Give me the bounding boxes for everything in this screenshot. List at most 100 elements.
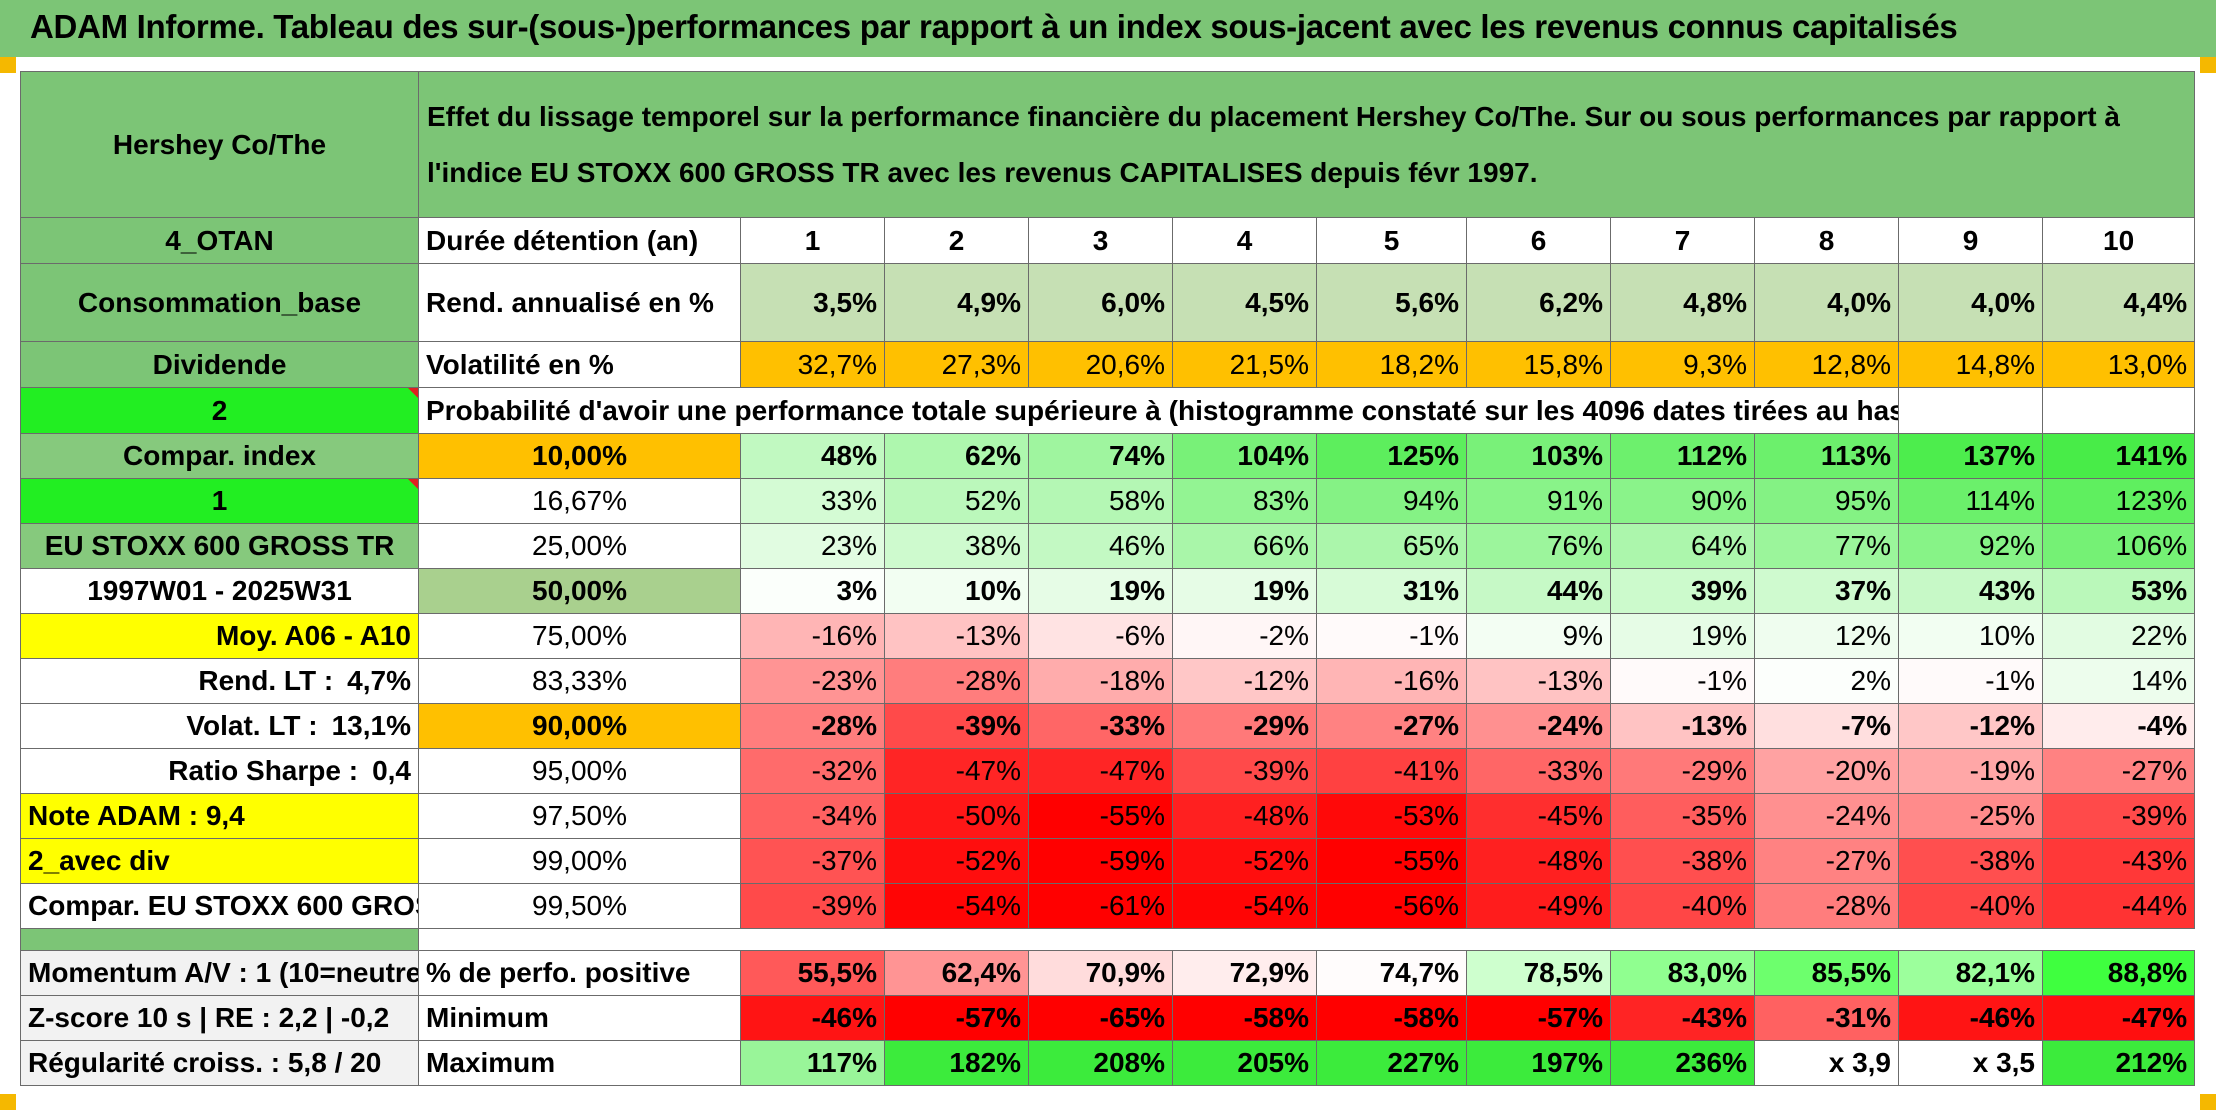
quantile-value: -27% (2041, 748, 2196, 794)
positive-perf-value: 82,1% (1898, 950, 2043, 996)
quantile-value: -29% (1172, 703, 1317, 749)
quantile-value: 53% (2041, 568, 2196, 614)
period-label: 1997W01 - 2025W31 (20, 568, 419, 614)
quantile-value: -12% (1172, 658, 1317, 704)
annual-return-value: 6,0% (1028, 263, 1173, 342)
quantile-value: 58% (1028, 478, 1173, 524)
volatility-value: 13,0% (2041, 341, 2196, 388)
quantile-value: -44% (2041, 883, 2196, 929)
quantile-value: -37% (740, 838, 885, 884)
quantile-value: 83% (1172, 478, 1317, 524)
quantile-value: -13% (1466, 658, 1611, 704)
type-label: Dividende (20, 341, 419, 388)
maximum-value: 117% (740, 1040, 885, 1086)
quantile-value: -1% (1316, 613, 1467, 659)
year-header: 7 (1610, 217, 1755, 264)
selector-value-2[interactable]: 1 (20, 478, 419, 524)
maximum-value: 236% (1610, 1040, 1755, 1086)
maximum-label: Maximum (418, 1040, 741, 1086)
quantile-value: -13% (1610, 703, 1755, 749)
volatility-value: 12,8% (1754, 341, 1899, 388)
quantile-value: 112% (1610, 433, 1755, 479)
quantile-value: -33% (1466, 748, 1611, 794)
quantile-value: 125% (1316, 433, 1467, 479)
quantile-value: -25% (1898, 793, 2043, 839)
quantile-value: 123% (2041, 478, 2196, 524)
year-header: 2 (884, 217, 1029, 264)
comparison-label: Compar. EU STOXX 600 GROSS TR (20, 883, 419, 929)
annual-return-value: 6,2% (1466, 263, 1611, 342)
quantile-value: 12% (1754, 613, 1899, 659)
performance-table: Hershey Co/The Effet du lissage temporel… (20, 71, 2196, 1086)
quantile-value: -54% (1172, 883, 1317, 929)
year-header: 4 (1172, 217, 1317, 264)
positive-perf-value: 55,5% (740, 950, 885, 996)
quantile-value: -27% (1316, 703, 1467, 749)
company-name: Hershey Co/The (20, 71, 419, 218)
volat-lt-label-value: 13,1% (331, 710, 411, 741)
maximum-value: 212% (2041, 1040, 2196, 1086)
quantile-value: 19% (1610, 613, 1755, 659)
quantile-value: -19% (1898, 748, 2043, 794)
quantile-value: 106% (2041, 523, 2196, 569)
year-header: 5 (1316, 217, 1467, 264)
quantile-value: -16% (1316, 658, 1467, 704)
quantile-value: -47% (884, 748, 1029, 794)
volat-lt-label: Volat. LT : 13,1% (20, 703, 419, 749)
sharpe-ratio-label-text: Ratio Sharpe : (168, 755, 359, 786)
table-description: Effet du lissage temporel sur la perform… (417, 71, 2196, 218)
quantile-value: -28% (1754, 883, 1899, 929)
quantile-value: 14% (2041, 658, 2196, 704)
quantile-value: -35% (1610, 793, 1755, 839)
quantile-value: -20% (1754, 748, 1899, 794)
positive-perf-value: 74,7% (1316, 950, 1467, 996)
volatility-value: 32,7% (740, 341, 885, 388)
positive-perf-value: 85,5% (1754, 950, 1899, 996)
quantile-value: 46% (1028, 523, 1173, 569)
volatility-value: 27,3% (884, 341, 1029, 388)
quantile-value: -40% (1610, 883, 1755, 929)
minimum-value: -58% (1316, 995, 1467, 1041)
quantile-level: 99,00% (418, 838, 741, 884)
volatility-value: 21,5% (1172, 341, 1317, 388)
probability-label: Probabilité d'avoir une performance tota… (418, 387, 1899, 434)
corner-marker (2200, 1094, 2216, 1110)
quantile-level: 10,00% (418, 433, 741, 479)
quantile-value: -53% (1316, 793, 1467, 839)
quantile-value: -13% (884, 613, 1029, 659)
quantile-value: -24% (1466, 703, 1611, 749)
quantile-value: -28% (884, 658, 1029, 704)
volatility-value: 14,8% (1898, 341, 2043, 388)
maximum-value: 227% (1316, 1040, 1467, 1086)
quantile-value: 22% (2041, 613, 2196, 659)
rend-lt-label-value: 4,7% (347, 665, 411, 696)
quantile-level: 25,00% (418, 523, 741, 569)
volatility-value: 9,3% (1610, 341, 1755, 388)
portfolio-code: 4_OTAN (20, 217, 419, 264)
quantile-value: -6% (1028, 613, 1173, 659)
annual-return-value: 4,4% (2041, 263, 2196, 342)
average-label: Moy. A06 - A10 (20, 613, 419, 659)
regularity-label: Régularité croiss. : 5,8 / 20 (20, 1040, 419, 1086)
quantile-value: 76% (1466, 523, 1611, 569)
quantile-value: 44% (1466, 568, 1611, 614)
quantile-value: 2% (1754, 658, 1899, 704)
quantile-value: -48% (1172, 793, 1317, 839)
quantile-value: -45% (1466, 793, 1611, 839)
separator-cell (418, 928, 2195, 951)
selector-value-1[interactable]: 2 (20, 387, 419, 434)
rend-lt-label: Rend. LT : 4,7% (20, 658, 419, 704)
quantile-value: 19% (1028, 568, 1173, 614)
minimum-value: -47% (2041, 995, 2196, 1041)
quantile-value: 31% (1316, 568, 1467, 614)
positive-perf-value: 62,4% (884, 950, 1029, 996)
quantile-value: 113% (1754, 433, 1899, 479)
maximum-value: 208% (1028, 1040, 1173, 1086)
minimum-value: -58% (1172, 995, 1317, 1041)
volatility-label: Volatilité en % (418, 341, 741, 388)
quantile-value: 52% (884, 478, 1029, 524)
annual-return-value: 4,0% (1898, 263, 2043, 342)
annual-return-value: 3,5% (740, 263, 885, 342)
quantile-value: -1% (1610, 658, 1755, 704)
year-header: 9 (1898, 217, 2043, 264)
